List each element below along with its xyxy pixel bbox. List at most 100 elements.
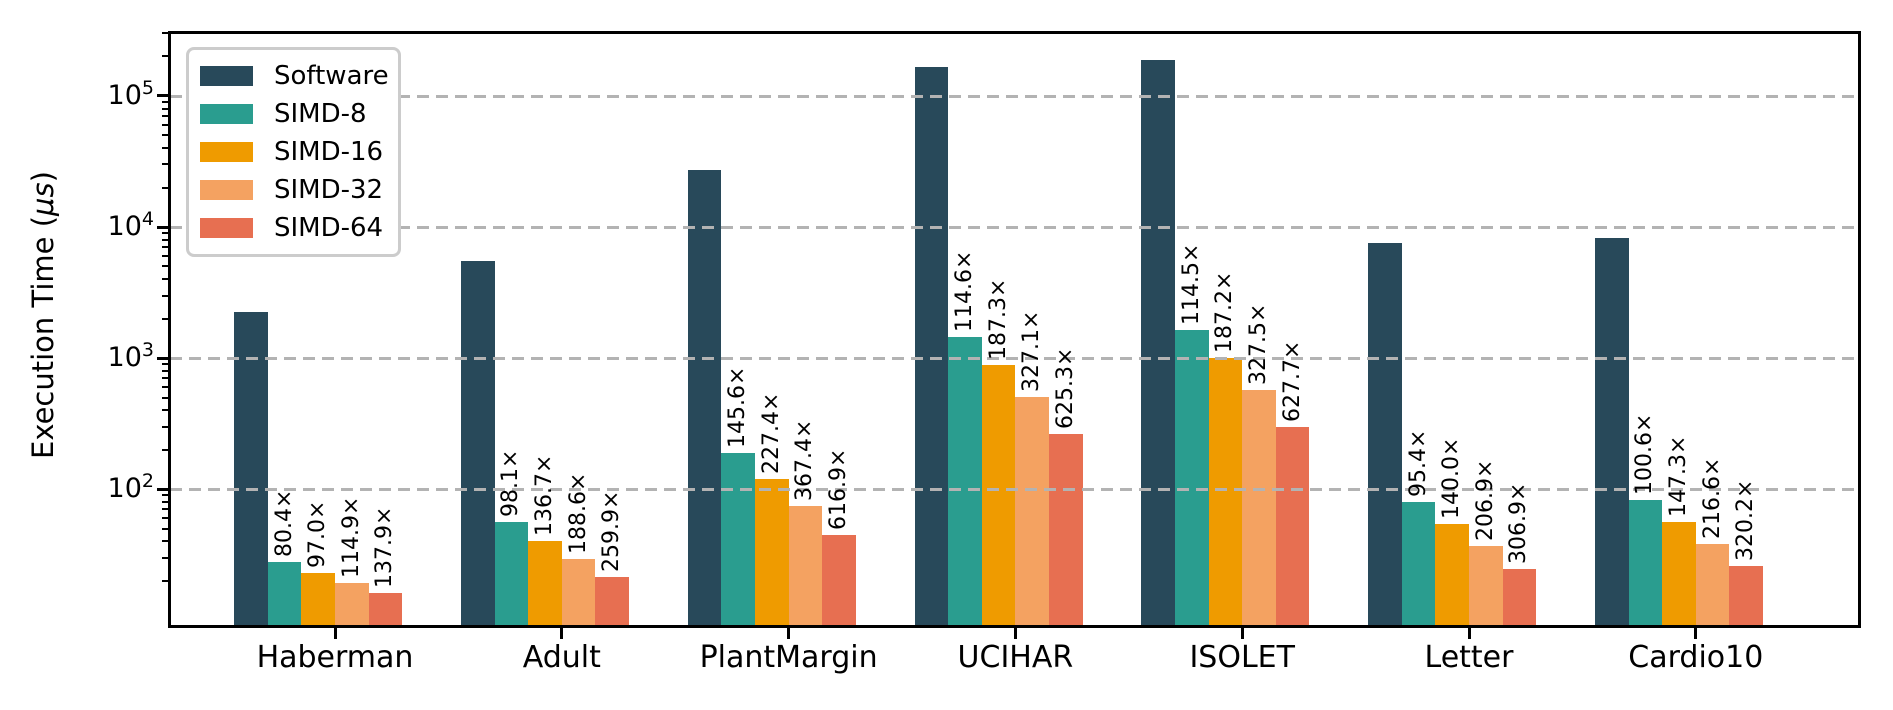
speedup-label-simd-32-isolet: 327.5× (1246, 303, 1271, 385)
bar-software-plantmargin (687, 169, 722, 626)
y-minor-tick (162, 369, 168, 372)
x-tick-letter (1467, 628, 1471, 639)
y-tick-label-10e2: 102 (0, 470, 154, 508)
legend-label-simd-16: SIMD-16 (274, 137, 384, 167)
gridline-10e2 (170, 488, 1858, 492)
y-minor-tick (162, 163, 168, 166)
y-minor-tick (162, 494, 168, 497)
speedup-label-simd-16-adult: 136.7× (532, 454, 557, 536)
y-tick-exponent: 2 (141, 470, 154, 493)
y-minor-tick (162, 134, 168, 137)
speedup-label-simd-32-letter: 206.9× (1472, 459, 1498, 542)
legend-item-simd-32: SIMD-32 (200, 171, 398, 209)
bar-simd-32-ucihar (1015, 396, 1049, 626)
bar-simd-64-haberman (368, 592, 403, 626)
speedup-label-simd-8-isolet: 114.5× (1178, 243, 1204, 326)
y-major-tick-10e4 (157, 225, 168, 229)
y-minor-tick (162, 186, 168, 189)
bar-simd-8-cardio10 (1628, 500, 1663, 626)
x-category-label-isolet: ISOLET (1189, 640, 1295, 675)
legend-label-simd-64: SIMD-64 (274, 213, 384, 243)
speedup-label-simd-8-letter: 95.4× (1405, 429, 1431, 498)
y-minor-tick (162, 238, 168, 241)
legend-item-simd-16: SIMD-16 (200, 133, 398, 171)
bar-simd-8-letter (1401, 502, 1436, 626)
y-tick-label-10e4: 104 (0, 208, 154, 246)
y-minor-tick (162, 500, 168, 503)
x-category-label-cardio10: Cardio10 (1628, 640, 1764, 675)
speedup-label-simd-64-letter: 306.9× (1506, 482, 1532, 564)
y-major-tick-10e3 (157, 356, 168, 360)
speedup-label-simd-8-ucihar: 114.6× (952, 250, 977, 332)
y-minor-tick (162, 556, 168, 559)
y-minor-tick (162, 317, 168, 320)
y-minor-tick (162, 147, 168, 150)
y-minor-tick (162, 363, 168, 366)
bar-simd-8-ucihar (948, 336, 982, 626)
bar-simd-64-letter (1502, 568, 1537, 626)
y-tick-base: 10 (107, 79, 142, 111)
speedup-label-simd-16-cardio10: 147.3× (1666, 435, 1691, 517)
y-tick-exponent: 5 (141, 76, 154, 99)
y-minor-tick (162, 124, 168, 126)
y-minor-tick (162, 579, 168, 582)
legend-swatch-simd-64 (200, 218, 253, 238)
bar-simd-16-plantmargin (755, 478, 789, 626)
bar-simd-64-plantmargin (822, 535, 856, 626)
bar-simd-32-cardio10 (1695, 543, 1730, 626)
y-minor-tick (162, 32, 168, 35)
bar-software-cardio10 (1595, 237, 1629, 626)
y-major-tick-10e2 (157, 487, 168, 491)
y-tick-label-10e5: 105 (0, 77, 154, 115)
y-minor-tick (162, 278, 168, 281)
speedup-label-simd-64-ucihar: 625.3× (1052, 347, 1078, 429)
y-minor-tick (162, 246, 168, 249)
legend-item-simd-64: SIMD-64 (200, 209, 398, 247)
speedup-label-simd-8-plantmargin: 145.6× (725, 366, 751, 449)
gridline-10e5 (170, 94, 1858, 98)
bar-simd-64-cardio10 (1729, 566, 1763, 626)
y-minor-tick (162, 232, 168, 234)
speedup-label-simd-16-ucihar: 187.3× (985, 278, 1011, 360)
y-minor-tick (162, 255, 168, 258)
y-tick-base: 10 (107, 473, 142, 505)
y-tick-label-10e3: 103 (0, 339, 154, 377)
y-minor-tick (162, 396, 168, 399)
bar-software-haberman (234, 312, 268, 626)
y-minor-tick (162, 448, 168, 451)
bar-simd-16-ucihar (981, 364, 1016, 626)
bar-simd-8-plantmargin (721, 453, 755, 626)
bar-simd-8-adult (494, 521, 529, 626)
legend-item-simd-8: SIMD-8 (200, 95, 398, 133)
speedup-label-simd-16-isolet: 187.2× (1212, 271, 1238, 354)
speedup-label-simd-16-letter: 140.0× (1439, 437, 1465, 520)
y-minor-tick (162, 425, 168, 428)
y-minor-tick (162, 527, 168, 530)
bar-simd-16-letter (1435, 524, 1469, 626)
y-tick-exponent: 3 (141, 339, 154, 362)
speedup-label-simd-32-adult: 188.6× (565, 472, 591, 555)
legend-item-software: Software (200, 57, 398, 95)
y-minor-tick (162, 409, 168, 412)
bar-simd-64-adult (595, 577, 629, 626)
x-tick-adult (560, 628, 564, 639)
bar-simd-32-isolet (1242, 389, 1276, 626)
bar-simd-32-letter (1469, 546, 1503, 626)
bar-simd-8-isolet (1175, 330, 1209, 626)
speedup-label-simd-8-adult: 98.1× (498, 449, 524, 517)
speedup-label-simd-32-ucihar: 327.1× (1019, 310, 1045, 392)
bar-simd-16-isolet (1208, 358, 1243, 626)
x-category-label-plantmargin: PlantMargin (699, 640, 878, 675)
x-tick-haberman (333, 628, 337, 639)
y-axis-title-text: Execution Time ( (26, 215, 60, 459)
y-minor-tick (162, 265, 168, 268)
x-tick-isolet (1240, 628, 1244, 639)
speedup-label-simd-16-haberman: 97.0× (305, 500, 331, 568)
x-category-label-letter: Letter (1424, 640, 1514, 675)
legend-swatch-simd-8 (200, 104, 253, 124)
gridline-10e4 (170, 226, 1858, 229)
bar-simd-16-adult (528, 540, 562, 626)
bar-simd-32-plantmargin (788, 505, 823, 626)
speedup-label-simd-64-isolet: 627.7× (1279, 340, 1305, 423)
